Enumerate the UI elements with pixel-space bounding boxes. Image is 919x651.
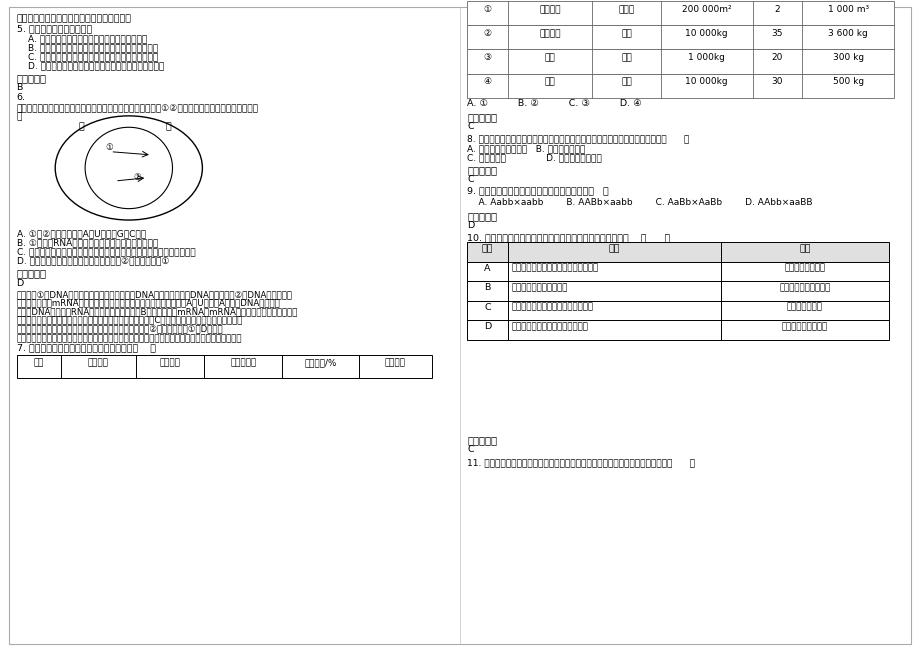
Text: 山地: 山地: [544, 53, 555, 62]
Text: C. 乙在细胞核内与核糖体相结合，并利用其上的密码子指导蛋白质的合成: C. 乙在细胞核内与核糖体相结合，并利用其上的密码子指导蛋白质的合成: [17, 247, 195, 256]
Text: C. 酶通过降低化学反应的活化能来提高化学反应速度: C. 酶通过降低化学反应的活化能来提高化学反应速度: [28, 52, 158, 61]
Text: 选项: 选项: [482, 244, 493, 253]
Text: C. 繁殖速度快              D. 性状稳定，变异少: C. 繁殖速度快 D. 性状稳定，变异少: [467, 153, 601, 162]
Text: A: A: [483, 264, 491, 273]
Text: ②: ②: [133, 173, 141, 182]
Text: 30: 30: [771, 77, 782, 86]
Text: 通过体外培养或体内培养骨髓瘤细胞: 通过体外培养或体内培养骨髓瘤细胞: [511, 303, 593, 312]
Text: 马尾松: 马尾松: [618, 5, 634, 14]
Text: A. 结构简单，操作方便   B. 遗传物质含量少: A. 结构简单，操作方便 B. 遗传物质含量少: [467, 144, 585, 153]
Text: 11. 生态系统的自我调节能力，对于维持生态系统的稳定起着关键作用，这是通过（      ）: 11. 生态系统的自我调节能力，对于维持生态系统的稳定起着关键作用，这是通过（ …: [467, 458, 695, 467]
Text: 参考答案：: 参考答案：: [467, 165, 497, 174]
Text: 图中过程①以DNA的两条链为模板合成两个子代DNA分子，因此表示DNA复制；过程②以DNA的一条链为: 图中过程①以DNA的两条链为模板合成两个子代DNA分子，因此表示DNA复制；过程…: [17, 290, 292, 299]
Text: 甘草: 甘草: [620, 53, 631, 62]
Text: 培育供移植的组织器官: 培育供移植的组织器官: [778, 283, 830, 292]
Text: 参考答案：: 参考答案：: [467, 112, 497, 122]
Bar: [467, 301, 888, 320]
Text: 20: 20: [771, 53, 782, 62]
Text: 将胰岛素基因导入大肠杆菌，进行培养: 将胰岛素基因导入大肠杆菌，进行培养: [511, 264, 598, 273]
Text: 现有生物量: 现有生物量: [230, 359, 256, 368]
Text: B. 低温能降低酶活性的原因是其破坏了酶的空间结构: B. 低温能降低酶活性的原因是其破坏了酶的空间结构: [28, 43, 157, 52]
Text: ④: ④: [483, 77, 491, 86]
Text: 鲤鱼: 鲤鱼: [620, 29, 631, 38]
Text: 参考答案：: 参考答案：: [467, 211, 497, 221]
Text: D: D: [17, 279, 24, 288]
Text: ③: ③: [483, 53, 491, 62]
Text: 大量生产人胰岛素: 大量生产人胰岛素: [784, 264, 824, 273]
Text: 目的: 目的: [799, 244, 810, 253]
Text: D: D: [483, 322, 491, 331]
Text: 1 000 m³: 1 000 m³: [827, 5, 868, 14]
Text: 7. 下列选项中，对种群密度影响最严重的是（    ）: 7. 下列选项中，对种群密度影响最严重的是（ ）: [17, 344, 155, 353]
Bar: [467, 320, 888, 340]
Text: 3 600 kg: 3 600 kg: [827, 29, 868, 38]
Text: 年增长率/%: 年增长率/%: [304, 359, 336, 368]
Text: 中需要DNA聚合酶，RNA聚合酶用于转录过程。B错误；乙表示mRNA，mRNA在细胞核中合成后进入细胞: 中需要DNA聚合酶，RNA聚合酶用于转录过程。B错误；乙表示mRNA，mRNA在…: [17, 307, 298, 316]
Bar: [467, 262, 888, 281]
Text: 滩涂: 滩涂: [544, 77, 555, 86]
Bar: [467, 242, 888, 262]
Text: 方案: 方案: [608, 244, 619, 253]
Text: 2: 2: [774, 5, 779, 14]
Bar: [467, 74, 893, 98]
Text: 200 000m²: 200 000m²: [681, 5, 731, 14]
Bar: [17, 355, 432, 378]
Text: D. 酶既可以作为催化剂，也可以作为另一个反应的底物: D. 酶既可以作为催化剂，也可以作为另一个反应的底物: [28, 61, 164, 70]
Text: 参考答案：: 参考答案：: [467, 435, 497, 445]
Text: A. 同一种酶可存在于分化程度不同的有机细胞中: A. 同一种酶可存在于分化程度不同的有机细胞中: [28, 34, 147, 43]
Text: 制备单克隆抗体: 制备单克隆抗体: [787, 303, 822, 312]
Text: 分化的细胞，不具有细胞增殖的能力，因此只能发生图中的②，而不能发生①。D正确。: 分化的细胞，不具有细胞增殖的能力，因此只能发生图中的②，而不能发生①。D正确。: [17, 324, 223, 333]
Text: ①: ①: [106, 143, 113, 152]
Text: 淡水湖泊: 淡水湖泊: [539, 29, 561, 38]
Text: 如图为细胞核内发生的部分生命活动，其中甲、乙表示物质；①②表示过程，下列相关叙述中正确的: 如图为细胞核内发生的部分生命活动，其中甲、乙表示物质；①②表示过程，下列相关叙述…: [17, 103, 258, 112]
Text: B. ①需要的RNA聚合酶通过核孔从细胞质运入细胞核: B. ①需要的RNA聚合酶通过核孔从细胞质运入细胞核: [17, 238, 158, 247]
Bar: [467, 49, 893, 74]
Text: 制备动物细胞悬浮液: 制备动物细胞悬浮液: [781, 322, 827, 331]
Text: 年采收量: 年采收量: [385, 359, 405, 368]
Text: C: C: [467, 445, 473, 454]
Bar: [467, 1, 893, 25]
Text: 乙: 乙: [165, 122, 171, 132]
Text: 马尾松林: 马尾松林: [539, 5, 561, 14]
Text: 500 kg: 500 kg: [832, 77, 863, 86]
Text: 10. 在现代生物工程技术中，下列研究方案不能实现其目的是    （      ）: 10. 在现代生物工程技术中，下列研究方案不能实现其目的是 （ ）: [467, 233, 670, 242]
Bar: [467, 281, 888, 301]
Text: 参考答案：: 参考答案：: [17, 73, 47, 83]
Text: 8. 在基因工程中，科学家常用细菌、酵母菌等微生物作为受体细胞，主要原因是（      ）: 8. 在基因工程中，科学家常用细菌、酵母菌等微生物作为受体细胞，主要原因是（ ）: [467, 135, 689, 144]
Text: 图解，根据选项描述结合基础知识做出判断。: 图解，根据选项描述结合基础知识做出判断。: [17, 14, 131, 23]
Text: 10 000kg: 10 000kg: [685, 77, 727, 86]
Text: 生态系统: 生态系统: [88, 359, 108, 368]
Text: 1 000kg: 1 000kg: [687, 53, 724, 62]
Text: 甲: 甲: [78, 122, 84, 132]
Text: B: B: [17, 83, 23, 92]
Text: ②: ②: [483, 29, 491, 38]
Text: D: D: [467, 221, 474, 230]
Text: 35: 35: [771, 29, 782, 38]
Text: 【点拨】解答本题的关键是根据产物的种类和数量，确定图中两个数字所代表的遗传学过程的名称。: 【点拨】解答本题的关键是根据产物的种类和数量，确定图中两个数字所代表的遗传学过程…: [17, 334, 242, 343]
Text: 模板合成单链的mRNA，表示转录过程。只有转录过程中才会出现碱基A与U配对。A错误；DNA复制过程: 模板合成单链的mRNA，表示转录过程。只有转录过程中才会出现碱基A与U配对。A错…: [17, 299, 280, 308]
Text: 采集对象: 采集对象: [160, 359, 180, 368]
Text: 沙蚕: 沙蚕: [620, 77, 631, 86]
Text: C: C: [467, 175, 473, 184]
Text: A. ①          B. ②          C. ③          D. ④: A. ① B. ② C. ③ D. ④: [467, 99, 641, 108]
Text: D. 正常人体骨骼肌细胞中只能发生图中的②，而不能发生①: D. 正常人体骨骼肌细胞中只能发生图中的②，而不能发生①: [17, 256, 169, 266]
Text: 用胰蛋白酶处理剪碎的动物组织块: 用胰蛋白酶处理剪碎的动物组织块: [511, 322, 588, 331]
Text: 参考答案：: 参考答案：: [17, 268, 47, 278]
Text: C: C: [483, 303, 491, 312]
Text: 编号: 编号: [33, 359, 44, 368]
Text: ①: ①: [483, 5, 491, 14]
Text: 9. 下列杂交组合中，后代只有一种表现型的是（   ）: 9. 下列杂交组合中，后代只有一种表现型的是（ ）: [467, 186, 608, 195]
Text: B: B: [484, 283, 490, 292]
Text: 是: 是: [17, 112, 22, 121]
Text: A. ①和②中均出现碱基A与U配对，G与C配对: A. ①和②中均出现碱基A与U配对，G与C配对: [17, 229, 145, 238]
Text: 6.: 6.: [17, 93, 26, 102]
Text: 5. 关于酶的叙述，错误的是: 5. 关于酶的叙述，错误的是: [17, 24, 92, 33]
Text: 质与核糖体相结合，并利用其上的密码子指导蛋白质的合成。C错误；正常人体骨骼肌细胞属于高度: 质与核糖体相结合，并利用其上的密码子指导蛋白质的合成。C错误；正常人体骨骼肌细胞…: [17, 316, 243, 325]
Text: C: C: [467, 122, 473, 132]
Text: 300 kg: 300 kg: [832, 53, 863, 62]
Text: 10 000kg: 10 000kg: [685, 29, 727, 38]
Text: A. Aabb×aabb        B. AABb×aabb        C. AaBb×AaBb        D. AAbb×aaBB: A. Aabb×aabb B. AABb×aabb C. AaBb×AaBb D…: [467, 198, 812, 207]
Text: 体外诱导胚胎干细胞分化: 体外诱导胚胎干细胞分化: [511, 283, 567, 292]
Bar: [467, 25, 893, 49]
